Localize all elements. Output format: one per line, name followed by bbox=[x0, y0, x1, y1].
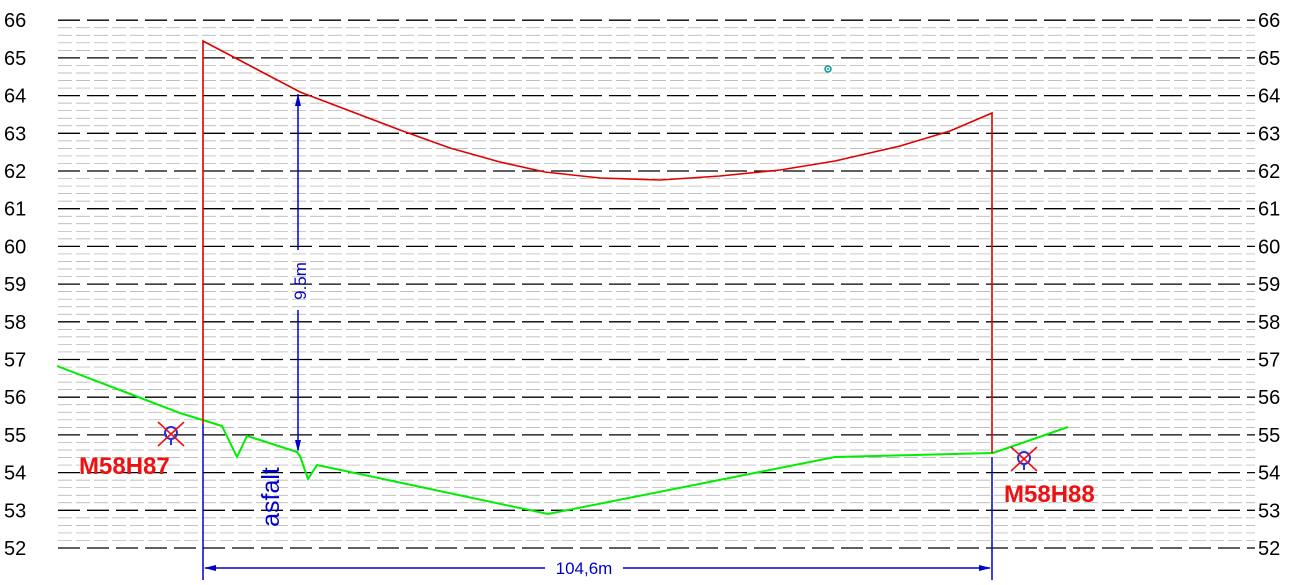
marker-label-right: M58H88 bbox=[1004, 481, 1095, 508]
span-dimension: 104,6m bbox=[202, 424, 993, 580]
y-tick-label: 64 bbox=[4, 86, 26, 108]
y-tick-label: 54 bbox=[1258, 463, 1280, 485]
y-tick-label: 65 bbox=[4, 48, 26, 70]
y-tick-label: 58 bbox=[1258, 312, 1280, 334]
y-tick-label: 62 bbox=[4, 161, 26, 183]
y-tick-label: 61 bbox=[4, 199, 26, 221]
y-tick-label: 66 bbox=[4, 10, 26, 32]
y-tick-label: 58 bbox=[4, 312, 26, 334]
y-tick-label: 55 bbox=[4, 425, 26, 447]
wire-span-line bbox=[202, 39, 993, 453]
y-tick-label: 66 bbox=[1258, 10, 1280, 32]
y-tick-label: 64 bbox=[1258, 86, 1280, 108]
span-dimension-label: 104,6m bbox=[556, 559, 613, 578]
marker-label-left: M58H87 bbox=[79, 453, 170, 480]
y-tick-label: 57 bbox=[4, 350, 26, 372]
y-tick-label: 53 bbox=[1258, 500, 1280, 522]
surface-label: asfalt bbox=[257, 467, 285, 527]
y-tick-label: 63 bbox=[4, 123, 26, 145]
y-tick-label: 53 bbox=[4, 500, 26, 522]
y-tick-label: 60 bbox=[1258, 236, 1280, 258]
y-tick-label: 52 bbox=[4, 538, 26, 560]
y-tick-label: 52 bbox=[1258, 538, 1280, 560]
y-tick-label: 54 bbox=[4, 463, 26, 485]
y-axis-right: 52 53 54 55 56 57 58 59 60 61 62 63 64 65 66 bbox=[1258, 10, 1280, 560]
y-tick-label: 57 bbox=[1258, 350, 1280, 372]
y-tick-label: 56 bbox=[4, 387, 26, 409]
y-tick-label: 60 bbox=[4, 236, 26, 258]
y-tick-label: 63 bbox=[1258, 123, 1280, 145]
crossed-circle-icon bbox=[1010, 446, 1038, 472]
crossed-circle-icon bbox=[157, 421, 185, 447]
elevation-grid bbox=[58, 19, 1255, 549]
y-tick-label: 61 bbox=[1258, 199, 1280, 221]
y-axis-left: 52 53 54 55 56 57 58 59 60 61 62 63 64 65 66 bbox=[4, 10, 26, 560]
y-tick-label: 65 bbox=[1258, 48, 1280, 70]
y-tick-label: 59 bbox=[4, 274, 26, 296]
y-tick-label: 59 bbox=[1258, 274, 1280, 296]
y-tick-label: 55 bbox=[1258, 425, 1280, 447]
height-dimension: 9.5m bbox=[291, 94, 310, 452]
y-tick-label: 56 bbox=[1258, 387, 1280, 409]
terrain-profile-line bbox=[56, 365, 1069, 516]
survey-point-icon bbox=[824, 65, 832, 73]
y-tick-label: 62 bbox=[1258, 161, 1280, 183]
height-dimension-label: 9.5m bbox=[291, 262, 310, 300]
